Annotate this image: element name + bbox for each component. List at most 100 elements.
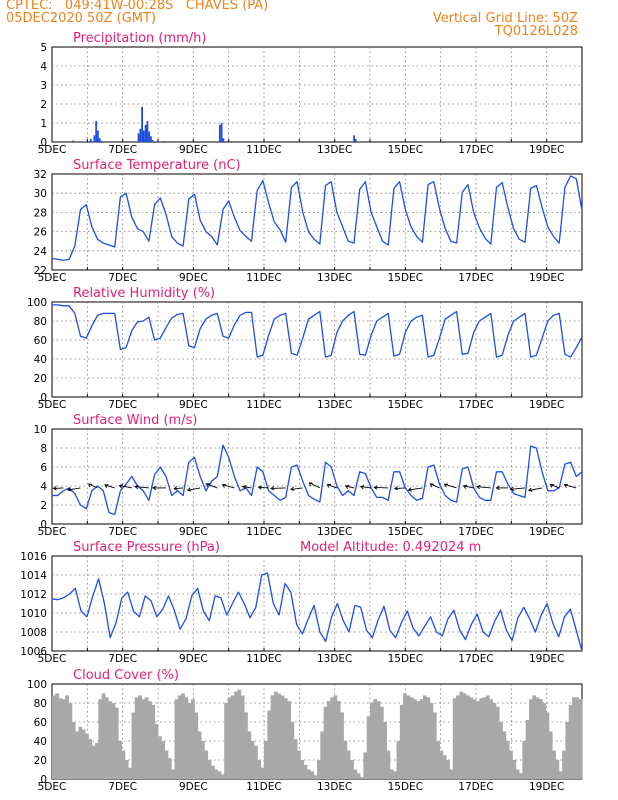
wind-arrow [222, 484, 235, 489]
wind-arrow [444, 483, 457, 489]
cloud-bar [234, 691, 238, 779]
cloud-bar [459, 691, 464, 779]
precip-bar [93, 135, 96, 142]
wind-arrow-head [87, 483, 93, 488]
precip-bar [100, 141, 103, 142]
cloud-bar [154, 723, 159, 779]
cloud-xtick-label: 15DEC [388, 781, 423, 793]
precip-ytick-label: 2 [40, 99, 47, 111]
pres-frame [51, 555, 583, 652]
cloud-ytick-label: 40 [34, 736, 47, 748]
precip-bar [150, 136, 152, 142]
cloud-bar [492, 703, 497, 779]
cloud-bar [482, 697, 487, 779]
cloud-bar [555, 760, 560, 779]
cloud-ytick-label: 60 [34, 717, 47, 729]
wind-series-line [52, 444, 583, 516]
wind-arrow [476, 486, 491, 489]
wind-arrow-head [270, 486, 275, 491]
cloud-bar [509, 750, 513, 779]
pres-xtick-label: 7DEC [108, 653, 137, 665]
pres-xtick-label: 5DEC [38, 653, 67, 665]
wind-arrow [135, 486, 149, 489]
precip-bar [95, 121, 98, 142]
precip-bar [354, 139, 357, 142]
cloud-bar [81, 729, 86, 779]
cloud-bar [389, 769, 394, 779]
temp-ytick-label: 26 [34, 227, 48, 239]
precip-bar [148, 131, 151, 142]
precip-bar [137, 133, 140, 142]
cloud-bar [538, 699, 543, 779]
cloud-bar [383, 722, 387, 779]
wind-arrow-head [173, 486, 178, 491]
cloud-bar [71, 722, 76, 779]
wind-arrow [345, 485, 355, 489]
cloud-bar [227, 697, 232, 779]
cloud-bar [399, 704, 404, 779]
wind-arrow [187, 487, 201, 491]
cloud-bar [88, 739, 93, 779]
precip-bar [144, 124, 147, 142]
pres-ytick-label: 1010 [20, 608, 47, 620]
wind-arrow [510, 487, 526, 490]
wind-arrow [242, 486, 252, 489]
cloud-bar [95, 742, 99, 779]
wind-arrow-head [407, 487, 413, 492]
cloud-bar [370, 703, 374, 779]
precip-bar [222, 138, 225, 142]
cloud-bar [413, 699, 417, 779]
cloud-bar [297, 750, 301, 779]
precip-ytick-label: 4 [40, 61, 47, 73]
wind-arrow-head [67, 487, 72, 492]
cloud-bar [310, 771, 315, 779]
wind-arrow-head [443, 483, 449, 488]
cloud-bar [336, 701, 341, 779]
precip-bar [141, 106, 143, 142]
cloud-xtick-label: 13DEC [317, 781, 352, 793]
cloud-bar [522, 741, 527, 779]
temp-xtick-label: 15DEC [388, 272, 423, 284]
cloud-bar [144, 697, 149, 779]
cloud-bar [184, 697, 189, 779]
wind-arrow [104, 484, 115, 489]
wind-ytick-label: 2 [40, 500, 47, 512]
wind-xtick-label: 5DEC [38, 526, 67, 538]
wind-arrow-head [495, 485, 500, 491]
wind-arrow-head [563, 483, 568, 488]
precip-bar [151, 140, 154, 142]
wind-arrow [463, 485, 474, 489]
cloud-bar [565, 722, 570, 779]
wind-arrow-head [104, 484, 109, 489]
pres-xtick-label: 13DEC [317, 653, 352, 665]
cloud-bar [52, 695, 56, 779]
cloud-bar [469, 697, 474, 779]
cloud-bar [525, 720, 530, 779]
cloud-ytick-label: 20 [34, 755, 47, 767]
cloud-bar [393, 771, 397, 779]
cloud-bar [366, 716, 371, 779]
rh-xtick-label: 9DEC [179, 399, 208, 411]
cloud-bar [489, 699, 493, 779]
cloud-xtick-label: 11DEC [246, 781, 281, 793]
wind-arrow [67, 487, 81, 491]
temp-ytick-label: 22 [34, 265, 47, 277]
cloud-bar [403, 693, 407, 779]
precip-ytick-label: 3 [40, 80, 47, 92]
cloud-bar [55, 693, 60, 779]
temp-ytick-label: 30 [34, 188, 47, 200]
cloud-bar [542, 703, 546, 779]
cloud-bar [128, 767, 132, 779]
pres-ytick-label: 1014 [20, 570, 47, 582]
cloud-bar [575, 697, 580, 779]
cloud-xtick-label: 9DEC [179, 781, 208, 793]
rh-series-line [52, 304, 583, 358]
cloud-xtick-label: 7DEC [108, 781, 137, 793]
cloud-bar [277, 693, 281, 779]
precip-xtick-label: 9DEC [179, 144, 208, 156]
precip-frame [51, 46, 583, 143]
cloud-bar [562, 750, 566, 779]
precip-bar [176, 141, 179, 142]
cloud-bar [360, 777, 364, 779]
rh-ytick-label: 40 [34, 354, 47, 366]
